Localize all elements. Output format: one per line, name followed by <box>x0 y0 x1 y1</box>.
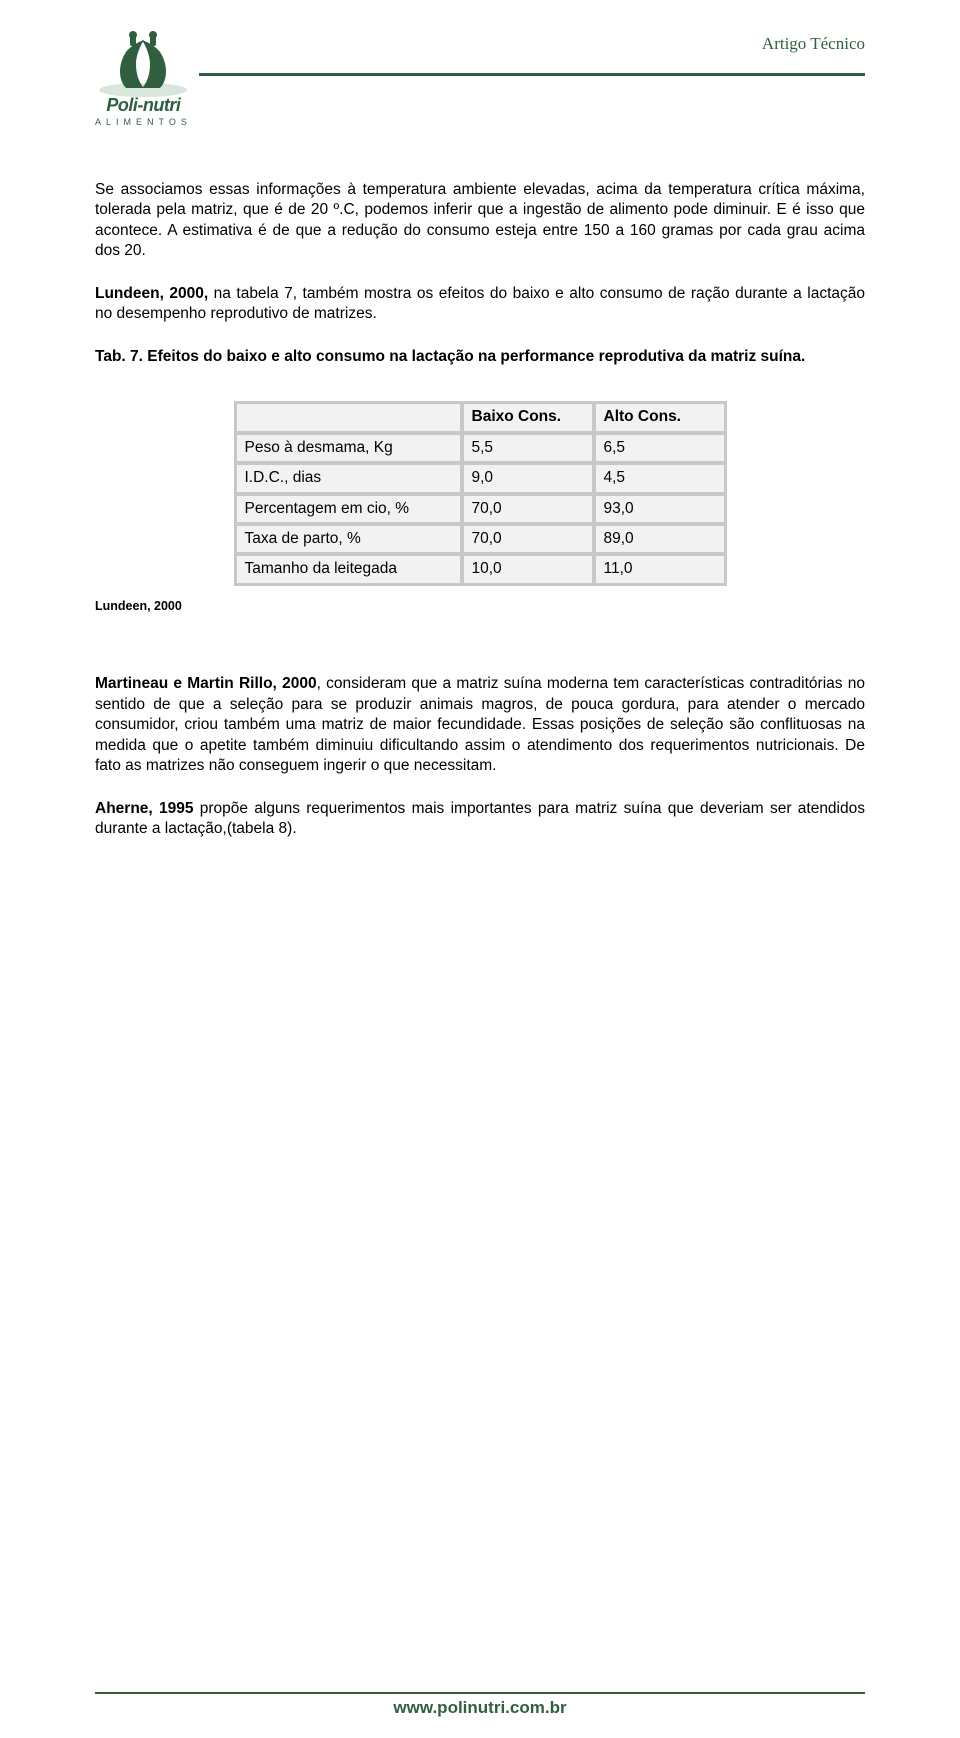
polinutri-logo-icon <box>96 30 191 98</box>
table-header-cell <box>236 403 461 431</box>
paragraph-2: Lundeen, 2000, na tabela 7, também mostr… <box>95 284 865 325</box>
paragraph-1: Se associamos essas informações à temper… <box>95 180 865 262</box>
table-7-source: Lundeen, 2000 <box>95 598 865 615</box>
table-7: Baixo Cons. Alto Cons. Peso à desmama, K… <box>234 401 727 586</box>
brand-name: Poli-nutri <box>106 95 180 116</box>
table-cell: Taxa de parto, % <box>236 525 461 553</box>
table-7-wrapper: Baixo Cons. Alto Cons. Peso à desmama, K… <box>95 401 865 586</box>
citation-inline-martineau: Martineau e Martin Rillo, 2000 <box>95 675 317 692</box>
paragraph-4-text: propõe alguns requerimentos mais importa… <box>95 800 865 837</box>
table-row: Taxa de parto, % 70,0 89,0 <box>236 525 725 553</box>
table-7-caption: Tab. 7. Efeitos do baixo e alto consumo … <box>95 347 865 367</box>
footer-divider <box>95 1692 865 1694</box>
citation-inline-lundeen: Lundeen, 2000, <box>95 285 208 302</box>
table-cell: 5,5 <box>463 434 593 462</box>
paragraph-2-text: na tabela 7, também mostra os efeitos do… <box>95 285 865 322</box>
table-row: Peso à desmama, Kg 5,5 6,5 <box>236 434 725 462</box>
table-row: Percentagem em cio, % 70,0 93,0 <box>236 495 725 523</box>
table-cell: Tamanho da leitegada <box>236 555 461 583</box>
table-header-row: Baixo Cons. Alto Cons. <box>236 403 725 431</box>
table-cell: 70,0 <box>463 495 593 523</box>
table-cell: 10,0 <box>463 555 593 583</box>
table-header-cell: Alto Cons. <box>595 403 725 431</box>
brand-subtext: ALIMENTOS <box>95 117 192 127</box>
document-type-label: Artigo Técnico <box>762 34 865 54</box>
table-cell: Peso à desmama, Kg <box>236 434 461 462</box>
table-row: Tamanho da leitegada 10,0 11,0 <box>236 555 725 583</box>
body-content: Se associamos essas informações à temper… <box>95 180 865 840</box>
table-cell: I.D.C., dias <box>236 464 461 492</box>
table-header-cell: Baixo Cons. <box>463 403 593 431</box>
header-divider <box>199 73 865 76</box>
table-row: I.D.C., dias 9,0 4,5 <box>236 464 725 492</box>
footer-url: www.polinutri.com.br <box>0 1698 960 1718</box>
table-cell: 9,0 <box>463 464 593 492</box>
paragraph-3: Martineau e Martin Rillo, 2000, consider… <box>95 674 865 776</box>
table-cell: 11,0 <box>595 555 725 583</box>
paragraph-4: Aherne, 1995 propõe alguns requerimentos… <box>95 799 865 840</box>
table-cell: 93,0 <box>595 495 725 523</box>
table-cell: 89,0 <box>595 525 725 553</box>
page-footer: www.polinutri.com.br <box>0 1692 960 1718</box>
table-cell: 6,5 <box>595 434 725 462</box>
page-container: Poli-nutri ALIMENTOS Artigo Técnico Se a… <box>0 0 960 840</box>
brand-logo-block: Poli-nutri ALIMENTOS <box>95 30 192 127</box>
table-cell: 70,0 <box>463 525 593 553</box>
citation-inline-aherne: Aherne, 1995 <box>95 800 193 817</box>
header-row: Poli-nutri ALIMENTOS Artigo Técnico <box>95 30 865 127</box>
table-cell: Percentagem em cio, % <box>236 495 461 523</box>
table-cell: 4,5 <box>595 464 725 492</box>
